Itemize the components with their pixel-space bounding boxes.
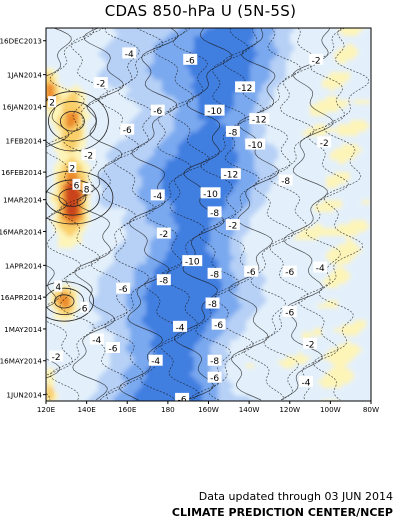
contour-label: -8 (225, 125, 240, 138)
contour-label: -10 (200, 187, 221, 200)
contour-label: -10 (204, 104, 225, 117)
x-axis: 120E 140E 160E 180 160W 140W 120W 100W 80W (37, 401, 379, 414)
contour-label: -4 (313, 261, 328, 274)
contour-label: -12 (249, 113, 270, 126)
contour-label: -2 (309, 53, 324, 66)
y-tick-label: 16DEC2013 (0, 37, 42, 46)
contour-label: -8 (207, 206, 222, 219)
y-tick-label: 1JAN2014 (7, 71, 43, 80)
contour-label: -4 (173, 320, 188, 333)
chart-title: CDAS 850-hPa U (5N-5S) (104, 2, 297, 20)
contour-label: -6 (106, 342, 121, 355)
contour-label: -4 (148, 354, 163, 367)
y-axis: 16DEC2013 1JAN2014 16JAN2014 1FEB2014 16FEB2… (0, 37, 46, 400)
contour-label: -6 (150, 104, 165, 117)
x-tick-label: 140W (239, 405, 260, 414)
x-tick-label: 160W (198, 405, 219, 414)
contour-label: -8 (207, 267, 222, 280)
contour-label: -6 (120, 123, 135, 136)
contour-label: -2 (93, 77, 108, 90)
contour-label: -2 (81, 149, 96, 162)
contour-label: 2 (68, 161, 77, 174)
contour-label: -2 (156, 227, 171, 240)
y-tick-label: 1FEB2014 (6, 136, 43, 145)
contour-label: -6 (175, 392, 190, 401)
contour-label: -6 (207, 371, 222, 384)
x-tick-label: 180 (161, 405, 175, 414)
y-tick-label: 16JAN2014 (2, 102, 42, 111)
contour-label: -4 (150, 189, 165, 202)
contour-label: 4 (54, 280, 63, 293)
contour-label: -12 (235, 81, 256, 94)
contour-label: -6 (116, 282, 131, 295)
x-tick-label: 100W (320, 405, 341, 414)
contour-label: -6 (282, 265, 297, 278)
contour-label: -10 (245, 138, 266, 151)
x-tick-label: 80W (363, 405, 379, 414)
contour-label: -6 (244, 265, 259, 278)
contour-label: -2 (303, 337, 318, 350)
contour-label: 8 (82, 183, 91, 196)
y-tick-label: 1JUN2014 (6, 391, 42, 400)
contour-label: -8 (205, 297, 220, 310)
contour-label: 6 (72, 178, 81, 191)
contour-label: 6 (80, 301, 89, 314)
organization-label: CLIMATE PREDICTION CENTER/NCEP (171, 506, 393, 519)
y-tick-label: 1MAY2014 (4, 325, 42, 334)
contour-label: -8 (207, 354, 222, 367)
contour-label: -6 (282, 305, 297, 318)
contour-label: -8 (278, 174, 293, 187)
y-tick-label: 16MAR2014 (0, 227, 42, 236)
contour-label: -6 (183, 53, 198, 66)
contour-labels: -4-6 -2-12-22-10-12-6-6 -8-10 -2-2-12-8-10-… (48, 47, 332, 401)
x-tick-label: 120W (279, 405, 300, 414)
contour-label: -4 (122, 47, 137, 60)
y-tick-label: 16APR2014 (0, 293, 42, 302)
contour-label: -4 (89, 333, 104, 346)
contour-label: -10 (182, 255, 203, 268)
x-tick-label: 140E (77, 405, 96, 414)
contour-label: -2 (317, 136, 332, 149)
update-note: Data updated through 03 JUN 2014 (198, 490, 393, 503)
y-tick-label: 16FEB2014 (1, 168, 42, 177)
contour-label: 2 (48, 96, 57, 109)
x-tick-label: 160E (118, 405, 137, 414)
y-tick-label: 1APR2014 (5, 261, 43, 270)
y-tick-label: 16MAY2014 (0, 357, 42, 366)
y-tick-label: 1MAR2014 (3, 196, 42, 205)
contour-label: -4 (299, 375, 313, 388)
contour-label: -2 (225, 219, 240, 232)
contour-label: -6 (211, 318, 226, 331)
contour-label: -2 (49, 350, 64, 363)
x-tick-label: 120E (37, 405, 56, 414)
contour-label: -8 (156, 274, 171, 287)
contour-label: -12 (220, 168, 241, 181)
